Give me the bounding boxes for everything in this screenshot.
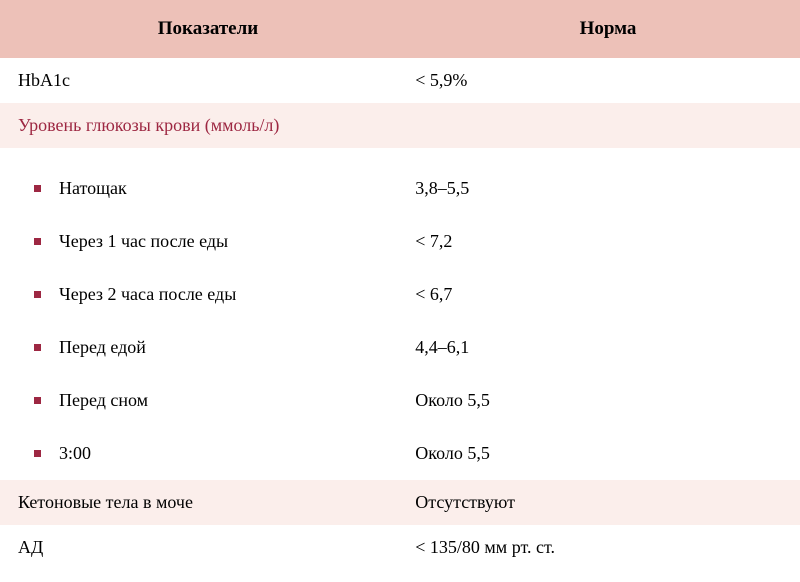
bullet-icon bbox=[34, 397, 41, 404]
row-value: < 5,9% bbox=[415, 70, 782, 91]
row-value: < 135/80 мм рт. ст. bbox=[415, 537, 782, 558]
bullet-icon bbox=[34, 344, 41, 351]
bullet-icon bbox=[34, 185, 41, 192]
row-value: Около 5,5 bbox=[415, 443, 782, 464]
row-value: < 6,7 bbox=[415, 284, 782, 305]
row-label: Кетоновые тела в моче bbox=[18, 492, 415, 513]
header-indicators: Показатели bbox=[0, 18, 416, 40]
table-row: Через 1 час после еды < 7,2 bbox=[0, 215, 800, 268]
table-row: АД < 135/80 мм рт. ст. bbox=[0, 525, 800, 570]
bullet-icon bbox=[34, 450, 41, 457]
row-label: 3:00 bbox=[59, 443, 415, 464]
row-label: АД bbox=[18, 537, 415, 558]
header-norm: Норма bbox=[416, 18, 800, 40]
table-header: Показатели Норма bbox=[0, 0, 800, 58]
row-label: Через 1 час после еды bbox=[59, 231, 415, 252]
table-row: Натощак 3,8–5,5 bbox=[0, 162, 800, 215]
row-label: HbA1c bbox=[18, 70, 415, 91]
row-value: Отсутствуют bbox=[415, 492, 782, 513]
row-label: Перед едой bbox=[59, 337, 415, 358]
table-row: 3:00 Около 5,5 bbox=[0, 427, 800, 480]
medical-reference-table: Показатели Норма HbA1c < 5,9% Уровень гл… bbox=[0, 0, 800, 570]
table-row: HbA1c < 5,9% bbox=[0, 58, 800, 103]
row-value: < 7,2 bbox=[415, 231, 782, 252]
row-label: Натощак bbox=[59, 178, 415, 199]
bullet-icon bbox=[34, 238, 41, 245]
row-label: Через 2 часа после еды bbox=[59, 284, 415, 305]
bullet-icon bbox=[34, 291, 41, 298]
table-row: Кетоновые тела в моче Отсутствуют bbox=[0, 480, 800, 525]
row-value: 3,8–5,5 bbox=[415, 178, 782, 199]
table-row: Перед сном Около 5,5 bbox=[0, 374, 800, 427]
section-header: Уровень глюкозы крови (ммоль/л) bbox=[0, 103, 800, 148]
table-row: Через 2 часа после еды < 6,7 bbox=[0, 268, 800, 321]
row-value: Около 5,5 bbox=[415, 390, 782, 411]
table-row: Перед едой 4,4–6,1 bbox=[0, 321, 800, 374]
row-label: Перед сном bbox=[59, 390, 415, 411]
row-value: 4,4–6,1 bbox=[415, 337, 782, 358]
